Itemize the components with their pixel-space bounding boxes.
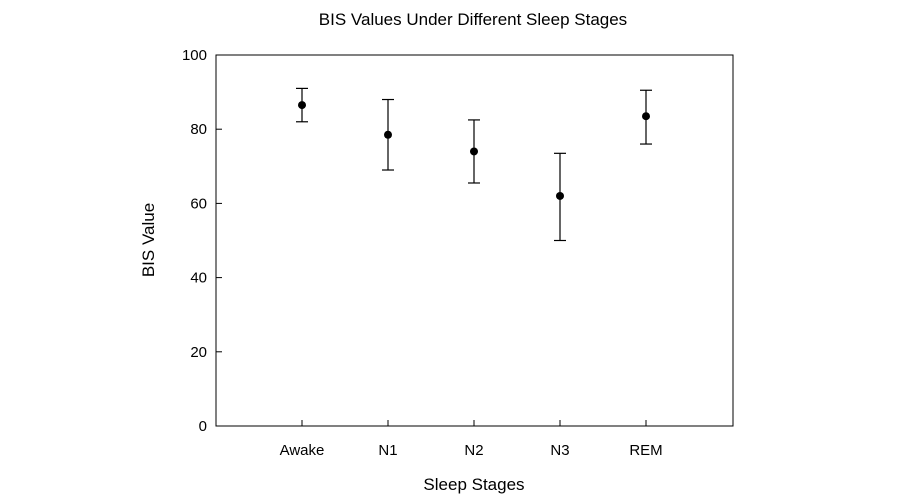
data-point bbox=[470, 147, 478, 156]
y-axis: 0 20 40 60 80 100 bbox=[182, 47, 222, 435]
y-tick-label: 80 bbox=[190, 121, 207, 138]
y-tick-label: 40 bbox=[190, 270, 207, 287]
x-tick-label: REM bbox=[629, 442, 662, 459]
data-point bbox=[384, 130, 392, 139]
x-axis: Awake N1 N2 N3 REM bbox=[280, 420, 663, 459]
data-point bbox=[298, 101, 306, 110]
chart-title: BIS Values Under Different Sleep Stages bbox=[319, 10, 627, 29]
plot-frame bbox=[215, 54, 734, 427]
x-tick-label: Awake bbox=[280, 442, 325, 459]
y-tick-label: 0 bbox=[199, 418, 207, 435]
y-axis-label: BIS Value bbox=[139, 203, 158, 277]
x-axis-label: Sleep Stages bbox=[423, 475, 524, 494]
y-tick-label: 60 bbox=[190, 195, 207, 212]
y-tick-label: 100 bbox=[182, 47, 207, 64]
x-tick-label: N3 bbox=[550, 442, 569, 459]
x-tick-label: N1 bbox=[378, 442, 397, 459]
data-point bbox=[642, 112, 650, 121]
data-point bbox=[556, 191, 564, 200]
data-marks bbox=[296, 87, 652, 242]
y-tick-label: 20 bbox=[190, 344, 207, 361]
x-tick-label: N2 bbox=[464, 442, 483, 459]
